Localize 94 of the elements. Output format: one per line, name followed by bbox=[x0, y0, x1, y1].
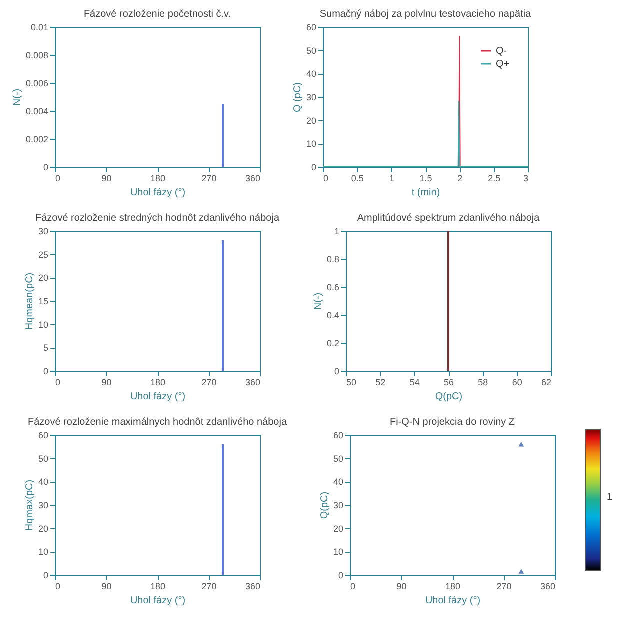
text: 1 bbox=[607, 492, 613, 503]
x-tick-label: 270 bbox=[202, 582, 217, 592]
y-tick-label: 30 bbox=[306, 92, 316, 102]
x-tick-label: 50 bbox=[346, 378, 357, 388]
y-tick-label: 50 bbox=[333, 454, 344, 464]
y-tick-label: 60 bbox=[333, 430, 344, 440]
y-tick-label: 0 bbox=[311, 162, 316, 172]
x-tick-label: 360 bbox=[245, 378, 260, 388]
x-tick-label: 360 bbox=[245, 582, 260, 592]
y-axis-title: N(-) bbox=[312, 292, 324, 310]
y-tick-label: 0.6 bbox=[326, 282, 340, 292]
y-tick-label: 0.006 bbox=[26, 78, 48, 88]
x-axis-title: Uhol fázy (°) bbox=[130, 188, 186, 198]
x-tick-label: 3 bbox=[523, 174, 528, 184]
y-tick-label: 30 bbox=[333, 500, 344, 510]
y-tick-label: 10 bbox=[38, 320, 48, 330]
x-tick-label: 2 bbox=[458, 174, 463, 184]
y-tick-label: 0.008 bbox=[26, 50, 48, 60]
x-axis-title: Uhol fázy (°) bbox=[130, 392, 186, 402]
x-tick-label: 0 bbox=[350, 582, 356, 592]
x-tick-label: 0.5 bbox=[351, 174, 364, 184]
y-tick-label: 40 bbox=[306, 69, 316, 80]
y-tick-label: 15 bbox=[38, 296, 48, 306]
y-tick-label: 0.4 bbox=[326, 310, 340, 320]
y-tick-label: 60 bbox=[306, 22, 316, 32]
y-tick-label: 0 bbox=[43, 366, 48, 376]
y-tick-label: 0 bbox=[334, 366, 340, 376]
x-tick-label: 180 bbox=[150, 378, 166, 388]
x-tick-label: 56 bbox=[444, 378, 454, 388]
y-axis-title: Hqmean(pC) bbox=[24, 272, 36, 330]
x-tick-label: 0 bbox=[56, 378, 61, 388]
y-axis-title: Q(pC) bbox=[319, 492, 330, 520]
chart-title: Fázové rozloženie početnosti č.v. bbox=[84, 9, 232, 20]
y-tick-label: 0.8 bbox=[326, 254, 340, 264]
y-tick-label: 40 bbox=[333, 477, 344, 488]
y-axis-title: N(-) bbox=[12, 88, 23, 106]
x-tick-label: 270 bbox=[202, 174, 217, 184]
x-tick-label: 270 bbox=[496, 582, 512, 592]
x-tick-label: 1 bbox=[389, 174, 394, 184]
y-tick-label: 40 bbox=[38, 477, 48, 488]
y-tick-label: 0 bbox=[43, 162, 48, 172]
x-tick-label: 1.5 bbox=[420, 174, 432, 184]
y-tick-label: 1 bbox=[334, 226, 340, 236]
chart-title: Fi-Q-N projekcia do roviny Z bbox=[390, 417, 516, 428]
chart-title: Fázové rozloženie stredných hodnôt zdanlivého náboja bbox=[35, 213, 280, 224]
y-tick-label: 25 bbox=[38, 250, 48, 260]
x-tick-label: 270 bbox=[202, 378, 217, 388]
x-tick-label: 0 bbox=[56, 174, 61, 184]
x-tick-label: 180 bbox=[150, 174, 166, 184]
x-tick-label: 62 bbox=[541, 378, 552, 388]
x-axis-title: t (min) bbox=[412, 188, 440, 198]
x-tick-label: 54 bbox=[410, 378, 420, 388]
y-tick-label: 0 bbox=[338, 570, 344, 580]
chart-title: Fázové rozloženie maximálnych hodnôt zdanlivého náboja bbox=[28, 417, 288, 428]
x-tick-label: 180 bbox=[150, 582, 166, 592]
y-tick-label: 30 bbox=[38, 226, 48, 236]
y-tick-label: 0.002 bbox=[26, 134, 48, 144]
y-tick-label: 50 bbox=[306, 46, 316, 56]
y-tick-label: 0.004 bbox=[26, 106, 48, 116]
y-tick-label: 60 bbox=[38, 430, 48, 440]
x-tick-label: 90 bbox=[102, 582, 112, 592]
chart-title: Sumačný náboj za polvlnu testovacieho napätia bbox=[320, 9, 532, 20]
y-axis-title: Hqmax(pC) bbox=[24, 480, 36, 532]
y-tick-label: 0.01 bbox=[30, 22, 48, 32]
x-tick-label: 90 bbox=[102, 174, 112, 184]
chart-title: Amplitúdové spektrum zdanlivého náboja bbox=[357, 213, 540, 224]
legend-label: Q- bbox=[496, 46, 508, 57]
y-tick-label: 0.2 bbox=[326, 338, 340, 348]
y-tick-label: 30 bbox=[38, 500, 48, 510]
x-tick-label: 360 bbox=[245, 174, 260, 184]
x-tick-label: 0 bbox=[56, 582, 61, 592]
x-axis-title: Uhol fázy (°) bbox=[130, 596, 186, 606]
y-tick-label: 20 bbox=[333, 524, 344, 534]
x-tick-label: 360 bbox=[540, 582, 556, 592]
y-tick-label: 0 bbox=[43, 570, 48, 580]
x-tick-label: 180 bbox=[445, 582, 461, 592]
y-tick-label: 10 bbox=[38, 547, 48, 558]
y-tick-label: 20 bbox=[38, 273, 48, 284]
y-axis-title: Q (pC) bbox=[292, 82, 304, 112]
x-tick-label: 58 bbox=[478, 378, 488, 388]
y-tick-label: 50 bbox=[38, 454, 48, 464]
x-tick-label: 90 bbox=[396, 582, 407, 592]
y-tick-label: 20 bbox=[38, 524, 48, 534]
x-tick-label: 60 bbox=[512, 378, 522, 388]
x-axis-title: Uhol fázy (°) bbox=[425, 596, 481, 606]
x-axis-title: Q(pC) bbox=[435, 392, 463, 402]
x-tick-label: 2.5 bbox=[488, 174, 501, 184]
y-tick-label: 10 bbox=[306, 139, 316, 150]
legend-label: Q+ bbox=[496, 59, 510, 70]
y-tick-label: 5 bbox=[43, 343, 48, 354]
y-tick-label: 10 bbox=[333, 547, 344, 558]
y-tick-label: 20 bbox=[306, 116, 316, 126]
x-tick-label: 52 bbox=[376, 378, 386, 388]
x-tick-label: 90 bbox=[102, 378, 112, 388]
